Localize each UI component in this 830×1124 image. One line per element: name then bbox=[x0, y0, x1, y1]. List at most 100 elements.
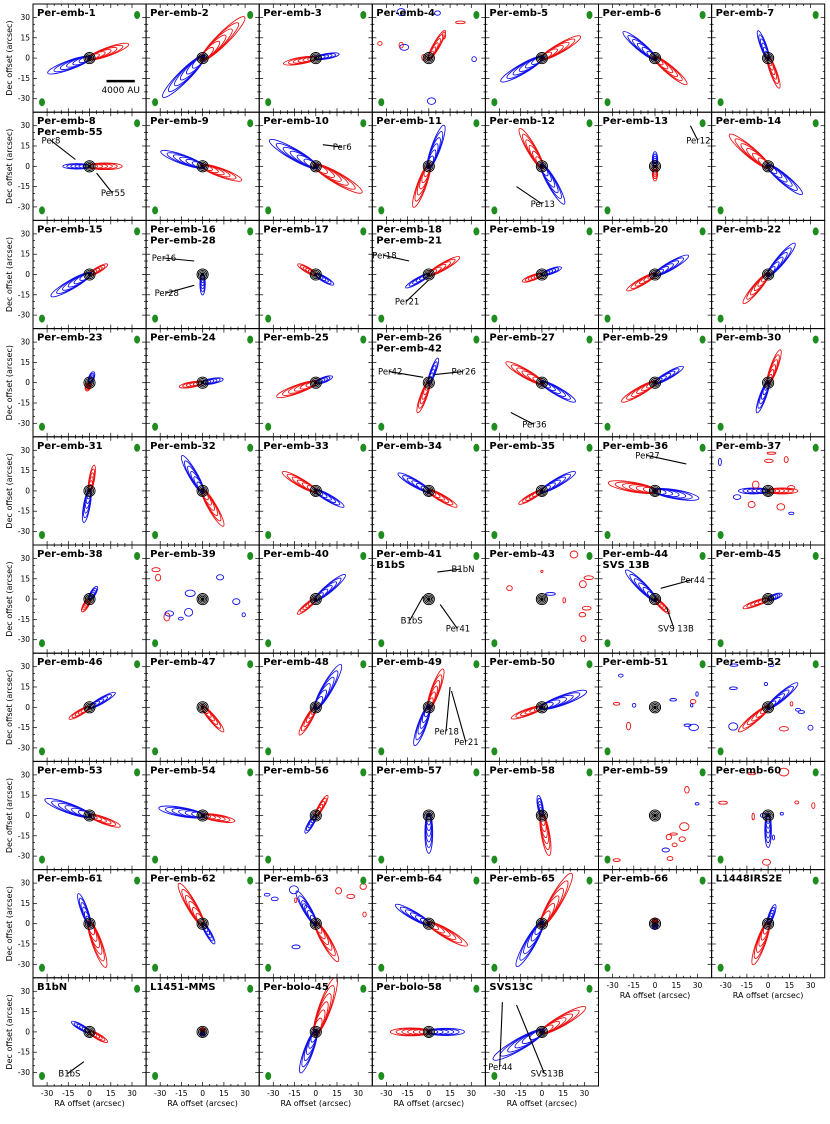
protostar-marker bbox=[540, 489, 544, 493]
noise-contour bbox=[717, 457, 722, 466]
beam-ellipse-bottom bbox=[717, 98, 724, 107]
beam-ellipse-top bbox=[699, 335, 706, 344]
panel-title: SVS 13B bbox=[603, 560, 650, 571]
annotation-pointer bbox=[67, 1061, 85, 1074]
continuum-contour bbox=[651, 487, 659, 495]
y-tick-label: -30 bbox=[18, 419, 30, 428]
annotation-pointer bbox=[660, 579, 693, 589]
continuum-contour bbox=[535, 917, 548, 930]
x-tick-label: -15 bbox=[515, 1089, 527, 1098]
beam-ellipse-top bbox=[586, 11, 593, 19]
x-tick-label: 0 bbox=[426, 1089, 431, 1098]
continuum-contour bbox=[309, 160, 322, 173]
protostar-marker bbox=[540, 597, 544, 601]
beam-ellipse-bottom bbox=[717, 531, 724, 539]
beam-ellipse-bottom bbox=[717, 422, 724, 431]
annotation-pointer bbox=[437, 568, 461, 573]
panel-title: Per-emb-54 bbox=[150, 765, 216, 776]
continuum-contour bbox=[537, 161, 547, 171]
noise-contour bbox=[772, 834, 775, 841]
continuum-contour bbox=[763, 161, 773, 171]
y-tick-label: 0 bbox=[25, 703, 30, 712]
noise-contour bbox=[683, 723, 692, 727]
beam-ellipse-bottom bbox=[39, 1072, 45, 1080]
beam-ellipse-bottom bbox=[717, 747, 724, 756]
continuum-contour bbox=[537, 378, 547, 388]
continuum-contour bbox=[199, 54, 206, 62]
continuum-contour bbox=[312, 595, 320, 603]
continuum-contour bbox=[197, 919, 208, 929]
beam-ellipse-bottom bbox=[378, 639, 385, 648]
scale-bar-label: 4000 AU bbox=[101, 86, 140, 96]
panel: Per-emb-38 30 15 0 -15 -30 Dec offset (arcsec) bbox=[5, 544, 147, 654]
panel-title: Per-emb-65 bbox=[489, 874, 555, 885]
beam-ellipse-bottom bbox=[152, 1072, 159, 1080]
beam-ellipse-top bbox=[699, 119, 706, 128]
beam-ellipse-top bbox=[699, 552, 706, 560]
noise-contour bbox=[151, 567, 161, 573]
beam-ellipse-bottom bbox=[491, 747, 498, 756]
continuum-contour bbox=[763, 594, 773, 604]
x-tick-label: -30 bbox=[41, 1089, 53, 1098]
x-tick-label: -15 bbox=[401, 1089, 413, 1098]
beam-ellipse-top bbox=[473, 984, 480, 993]
continuum-contour bbox=[312, 704, 320, 711]
noise-contour bbox=[671, 842, 678, 848]
annotation-pointer bbox=[445, 686, 451, 732]
panel-title: Per-emb-20 bbox=[603, 224, 669, 235]
beam-ellipse-bottom bbox=[39, 422, 45, 431]
panel: Per-emb-31 30 15 0 -15 -30 Dec offset (arcsec) bbox=[5, 436, 147, 546]
continuum-contour bbox=[84, 594, 95, 604]
continuum-contour bbox=[199, 163, 206, 170]
beam-ellipse-bottom bbox=[152, 963, 159, 972]
x-tick-label: 15 bbox=[558, 1089, 568, 1098]
protostar-marker bbox=[766, 164, 770, 168]
continuum-contour bbox=[86, 163, 93, 170]
panel: 4000 AU Per-emb-1 30 15 0 -15 -30 Dec offset (a… bbox=[5, 3, 147, 113]
panel-title: Per-emb-10 bbox=[263, 116, 329, 127]
beam-ellipse-bottom bbox=[717, 314, 724, 323]
continuum-contour bbox=[535, 809, 548, 822]
continuum-contour bbox=[311, 53, 321, 63]
protostar-marker bbox=[653, 56, 657, 60]
protostar-marker bbox=[87, 164, 92, 168]
continuum-contour bbox=[83, 701, 96, 714]
beam-ellipse-top bbox=[360, 335, 367, 344]
panel: Per-emb-40 bbox=[258, 544, 373, 654]
panel-title: Per-emb-9 bbox=[150, 116, 209, 127]
panel: Per-emb-58 bbox=[484, 760, 599, 871]
beam-ellipse-top bbox=[586, 984, 593, 993]
continuum-contour bbox=[312, 54, 320, 62]
noise-contour bbox=[164, 610, 174, 617]
beam-ellipse-bottom bbox=[152, 639, 159, 648]
x-tick-label: -15 bbox=[175, 1089, 187, 1098]
panel: Per12 Per-emb-13 bbox=[598, 111, 713, 221]
beam-ellipse-top bbox=[473, 119, 480, 128]
protostar-marker bbox=[427, 597, 431, 601]
x-tick-label: 15 bbox=[219, 1089, 229, 1098]
continuum-contour bbox=[651, 379, 659, 386]
noise-contour bbox=[442, 31, 446, 40]
protostar-marker bbox=[201, 705, 205, 709]
panel: Per-emb-59 bbox=[598, 760, 713, 871]
y-tick-label: -15 bbox=[18, 290, 30, 299]
annotation-pointer bbox=[434, 371, 464, 376]
annotation-pointer bbox=[439, 604, 458, 629]
panel-title: Per-emb-18 bbox=[376, 224, 442, 235]
protostar-marker bbox=[201, 272, 205, 277]
noise-contour bbox=[294, 897, 298, 904]
continuum-contour bbox=[650, 269, 660, 280]
continuum-contour bbox=[764, 163, 772, 170]
continuum-contour bbox=[311, 1027, 321, 1037]
protostar-marker bbox=[201, 489, 205, 493]
noise-contour bbox=[779, 811, 784, 816]
continuum-contour bbox=[762, 52, 775, 65]
noise-contour bbox=[776, 503, 786, 511]
beam-ellipse-top bbox=[247, 119, 254, 128]
protostar-marker bbox=[766, 381, 770, 385]
continuum-contour bbox=[196, 1025, 209, 1038]
continuum-contour bbox=[309, 268, 322, 281]
noise-contour bbox=[669, 698, 677, 702]
